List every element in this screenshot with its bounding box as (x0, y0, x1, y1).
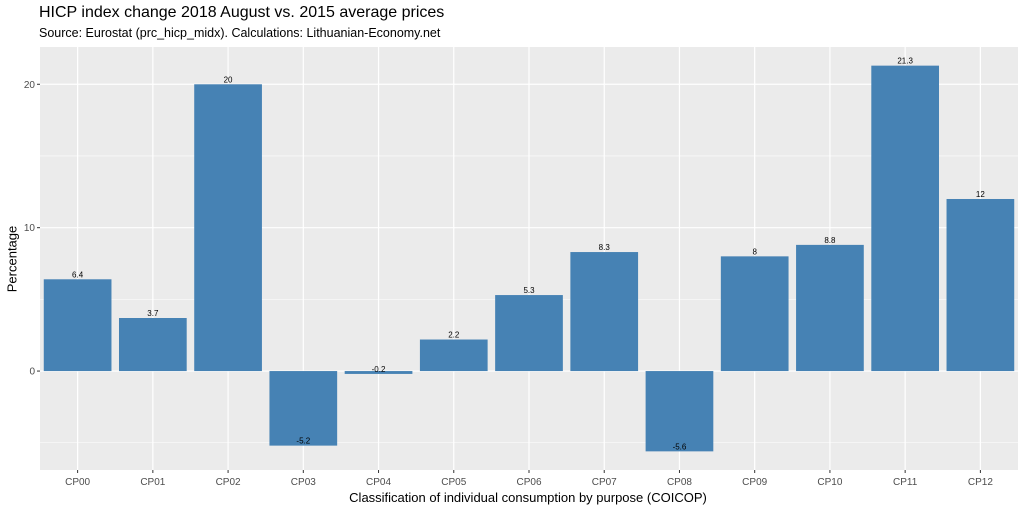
data-label: -5.2 (296, 437, 310, 446)
bar-cp10 (796, 244, 864, 372)
bar-cp04 (344, 371, 413, 374)
x-tick-label: CP01 (140, 477, 165, 488)
x-tick-label: CP10 (817, 477, 842, 488)
data-label: -5.6 (673, 442, 687, 451)
x-tick-label: CP12 (968, 477, 993, 488)
x-tick-label: CP05 (441, 477, 466, 488)
bar-cp08 (645, 371, 714, 452)
bar-cp09 (720, 256, 789, 372)
x-tick-label: CP00 (65, 477, 90, 488)
x-tick-label: CP08 (667, 477, 692, 488)
bar-cp07 (570, 252, 639, 372)
data-label: 20 (224, 75, 233, 84)
data-label: 5.3 (523, 286, 535, 295)
x-tick-label: CP03 (291, 477, 316, 488)
bar-cp01 (118, 318, 187, 372)
y-tick-label: 0 (29, 367, 35, 378)
bar-cp06 (495, 295, 563, 372)
data-label: 3.7 (147, 309, 159, 318)
x-tick-label: CP07 (592, 477, 617, 488)
data-label: 8.3 (599, 243, 611, 252)
chart-subtitle: Source: Eurostat (prc_hicp_midx). Calcul… (39, 26, 441, 40)
data-label: 21.3 (897, 57, 913, 66)
data-label: 12 (976, 190, 985, 199)
data-label: 8.8 (824, 236, 836, 245)
x-tick-label: CP04 (366, 477, 391, 488)
data-label: -0.2 (372, 365, 386, 374)
x-tick-label: CP11 (893, 477, 918, 488)
bar-cp00 (43, 279, 112, 372)
data-label: 6.4 (72, 270, 84, 279)
bar-cp12 (946, 198, 1015, 372)
x-axis-label: Classification of individual consumption… (349, 490, 707, 505)
bar-cp03 (269, 371, 338, 446)
y-tick-label: 20 (24, 80, 36, 91)
data-label: 2.2 (448, 331, 460, 340)
chart-title: HICP index change 2018 August vs. 2015 a… (39, 4, 445, 21)
bar-cp05 (419, 339, 488, 372)
data-label: 8 (752, 247, 757, 256)
x-tick-label: CP06 (516, 477, 541, 488)
x-tick-label: CP09 (742, 477, 767, 488)
bar-cp11 (871, 65, 940, 372)
bar-cp02 (194, 84, 262, 372)
x-tick-label: CP02 (216, 477, 241, 488)
y-tick-label: 10 (24, 223, 36, 234)
